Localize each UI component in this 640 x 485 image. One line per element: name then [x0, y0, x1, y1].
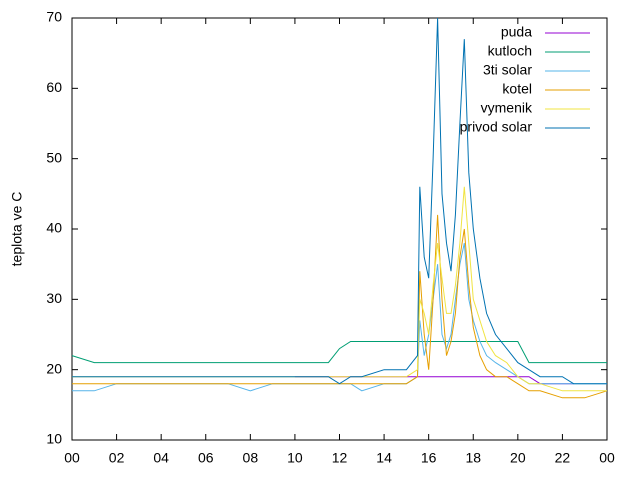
x-tick-label: 14 [376, 450, 392, 466]
x-tick-label: 04 [153, 450, 169, 466]
y-tick-label: 50 [46, 149, 62, 165]
y-tick-label: 30 [46, 290, 62, 306]
legend-label: vymenik [481, 100, 533, 116]
y-tick-label: 10 [46, 431, 62, 447]
x-tick-label: 22 [555, 450, 571, 466]
x-tick-label: 08 [243, 450, 259, 466]
y-tick-label: 70 [46, 9, 62, 25]
legend-label: kotel [502, 81, 532, 97]
legend-label: puda [501, 24, 532, 40]
x-tick-label: 00 [64, 450, 80, 466]
y-tick-label: 40 [46, 220, 62, 236]
legend-label: 3ti solar [483, 62, 532, 78]
x-tick-label: 20 [510, 450, 526, 466]
legend-label: privod solar [460, 119, 533, 135]
series-line [294, 376, 574, 385]
legend-label: kutloch [488, 43, 532, 59]
series-line [72, 186, 607, 392]
y-tick-label: 20 [46, 360, 62, 376]
x-tick-label: 02 [109, 450, 125, 466]
x-tick-label: 10 [287, 450, 303, 466]
series-line [72, 214, 608, 399]
x-tick-label: 06 [198, 450, 214, 466]
y-axis-label: teplota ve C [9, 192, 25, 267]
x-tick-label: 00 [599, 450, 615, 466]
series-line [72, 17, 607, 385]
x-tick-label: 12 [332, 450, 348, 466]
series-line [71, 341, 607, 364]
x-tick-label: 18 [465, 450, 481, 466]
y-tick-label: 60 [46, 79, 62, 95]
x-tick-label: 16 [421, 450, 437, 466]
